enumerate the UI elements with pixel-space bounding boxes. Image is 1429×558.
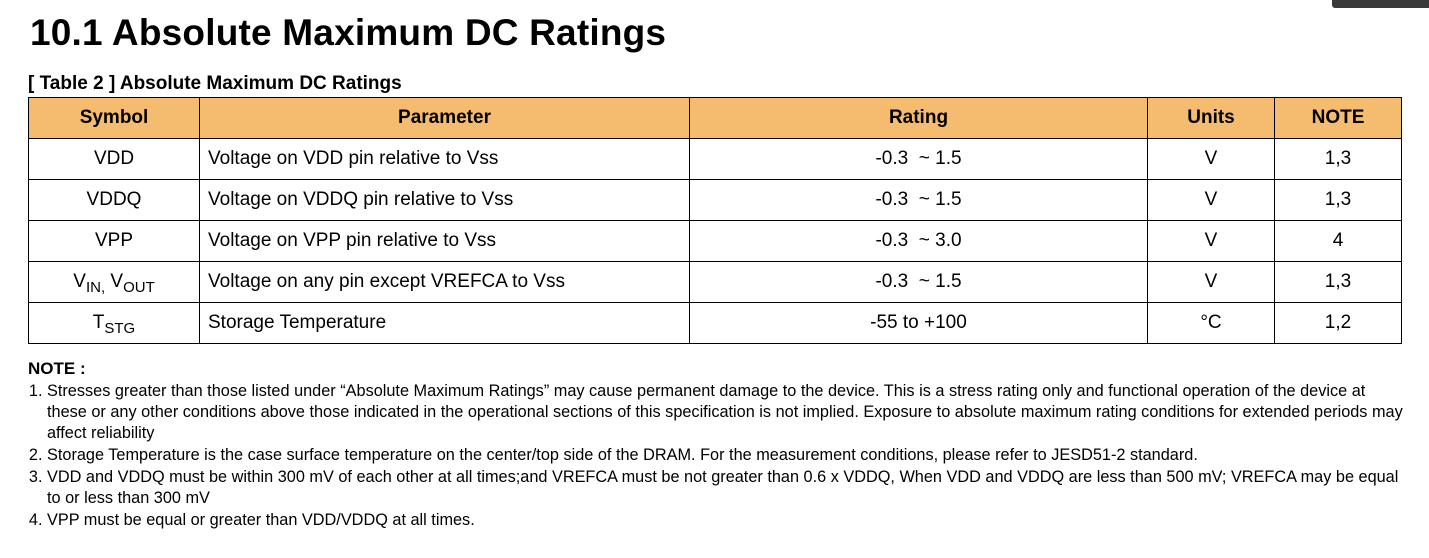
cell-parameter: Voltage on VDD pin relative to Vss — [199, 138, 690, 180]
cell-parameter: Voltage on VPP pin relative to Vss — [199, 220, 690, 262]
cell-symbol: VDD — [28, 138, 200, 180]
note-item: Stresses greater than those listed under… — [47, 381, 1408, 444]
cell-units: V — [1147, 220, 1275, 262]
cell-units: V — [1147, 138, 1275, 180]
page-title: 10.1 Absolute Maximum DC Ratings — [30, 12, 667, 53]
cell-units: V — [1147, 179, 1275, 221]
cell-note: 1,3 — [1274, 261, 1402, 303]
symbol-subscript-out: OUT — [123, 279, 155, 296]
window-corner-tab — [1332, 0, 1429, 8]
cell-symbol: VPP — [28, 220, 200, 262]
cell-parameter: Storage Temperature — [199, 302, 690, 344]
cell-parameter: Voltage on VDDQ pin relative to Vss — [199, 179, 690, 221]
ratings-table: Symbol Parameter Rating Units NOTE VDD V… — [28, 97, 1402, 344]
table-row: VIN, VOUT Voltage on any pin except VREF… — [28, 261, 1402, 303]
table-row: VPP Voltage on VPP pin relative to Vss -… — [28, 220, 1402, 262]
cell-symbol: VIN, VOUT — [28, 261, 200, 303]
cell-note: 1,3 — [1274, 138, 1402, 180]
cell-units: V — [1147, 261, 1275, 303]
cell-rating: -0.3 ~ 1.5 — [689, 261, 1148, 303]
table-row: TSTG Storage Temperature -55 to +100 °C … — [28, 302, 1402, 344]
notes-section: NOTE : Stresses greater than those liste… — [28, 358, 1408, 532]
note-item: VPP must be equal or greater than VDD/VD… — [47, 510, 1408, 531]
header-rating: Rating — [689, 97, 1148, 139]
cell-rating: -55 to +100 — [689, 302, 1148, 344]
table-header-row: Symbol Parameter Rating Units NOTE — [28, 97, 1402, 139]
cell-rating: -0.3 ~ 1.5 — [689, 138, 1148, 180]
note-item: VDD and VDDQ must be within 300 mV of ea… — [47, 467, 1408, 509]
header-parameter: Parameter — [199, 97, 690, 139]
symbol-t: T — [92, 312, 105, 333]
header-note: NOTE — [1274, 97, 1402, 139]
cell-parameter: Voltage on any pin except VREFCA to Vss — [199, 261, 690, 303]
symbol-subscript-stg: STG — [104, 320, 136, 337]
header-symbol: Symbol — [28, 97, 200, 139]
cell-note: 1,3 — [1274, 179, 1402, 221]
header-units: Units — [1147, 97, 1275, 139]
symbol-v-in: V — [73, 271, 86, 292]
table-row: VDD Voltage on VDD pin relative to Vss -… — [28, 138, 1402, 180]
note-list: Stresses greater than those listed under… — [28, 381, 1408, 531]
table-caption: [ Table 2 ] Absolute Maximum DC Ratings — [28, 73, 402, 94]
cell-symbol: VDDQ — [28, 179, 200, 221]
cell-note: 4 — [1274, 220, 1402, 262]
cell-symbol: TSTG — [28, 302, 200, 344]
note-item: Storage Temperature is the case surface … — [47, 445, 1408, 466]
notes-title: NOTE : — [28, 359, 86, 378]
cell-rating: -0.3 ~ 3.0 — [689, 220, 1148, 262]
cell-rating: -0.3 ~ 1.5 — [689, 179, 1148, 221]
symbol-subscript-in: IN, — [85, 279, 106, 296]
table-row: VDDQ Voltage on VDDQ pin relative to Vss… — [28, 179, 1402, 221]
symbol-v-out: V — [110, 271, 124, 292]
cell-units: °C — [1147, 302, 1275, 344]
cell-note: 1,2 — [1274, 302, 1402, 344]
